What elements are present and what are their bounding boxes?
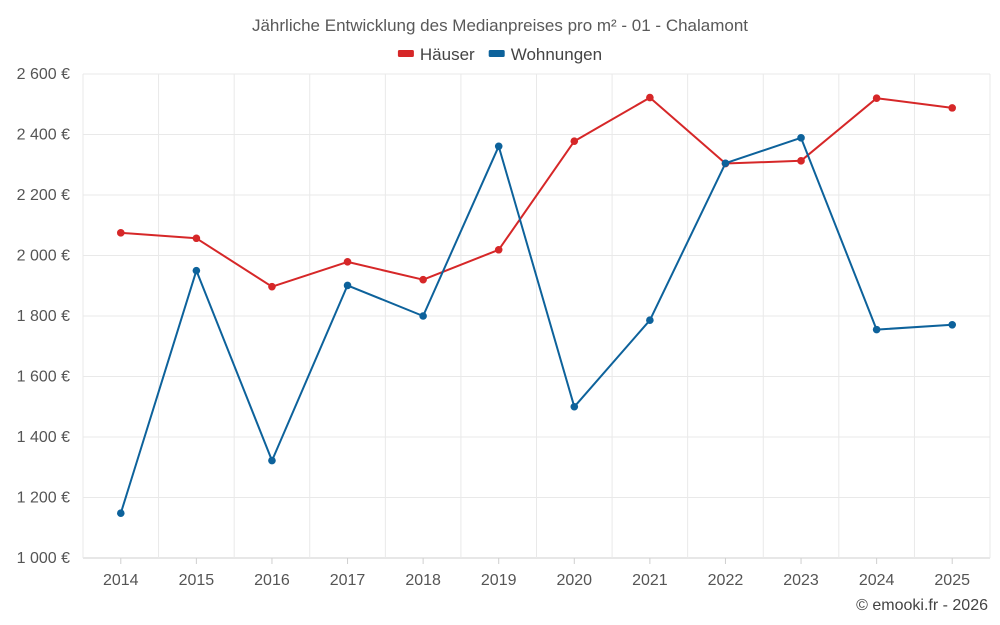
y-tick-label: 1 600 €: [17, 369, 70, 386]
x-tick-label: 2017: [330, 572, 366, 589]
x-tick-label: 2020: [556, 572, 592, 589]
data-point-wohnungen: [797, 134, 805, 142]
y-tick-label: 1 400 €: [17, 429, 70, 446]
data-point-h-user: [494, 245, 503, 254]
y-tick-label: 2 400 €: [17, 127, 70, 144]
data-point-wohnungen: [721, 159, 730, 168]
data-point-wohnungen: [343, 281, 352, 290]
x-tick-label: 2022: [708, 572, 744, 589]
data-point-wohnungen: [646, 316, 654, 325]
credit-text: © emooki.fr - 2026: [856, 597, 988, 614]
data-point-wohnungen: [494, 142, 503, 151]
data-point-wohnungen: [419, 312, 427, 320]
legend-item-h-user: Häuser: [397, 45, 475, 64]
data-point-h-user: [343, 258, 352, 266]
legend-label-h-user: Häuser: [420, 45, 475, 64]
legend: Häuser Wohnungen: [397, 45, 602, 64]
x-tick-label: 2021: [632, 572, 668, 589]
x-tick-label: 2015: [179, 572, 215, 589]
y-tick-label: 2 600 €: [17, 66, 70, 83]
y-tick-label: 1 800 €: [17, 308, 70, 325]
y-tick-label: 1 000 €: [17, 550, 70, 567]
x-tick-label: 2023: [783, 572, 819, 589]
data-point-wohnungen: [268, 456, 276, 465]
data-point-h-user: [116, 229, 125, 237]
x-tick-label: 2014: [103, 572, 139, 589]
x-tick-label: 2024: [859, 572, 895, 589]
data-point-wohnungen: [872, 325, 881, 334]
grid: [82, 73, 991, 559]
legend-label-wohnungen: Wohnungen: [511, 45, 602, 64]
y-tick-label: 2 200 €: [17, 187, 70, 204]
data-point-h-user: [948, 104, 957, 112]
legend-swatch-h-user: [397, 50, 414, 57]
data-point-wohnungen: [570, 402, 579, 411]
data-point-h-user: [192, 234, 201, 243]
data-point-h-user: [872, 94, 881, 102]
x-axis: 2014 2015 2016 2017 2018 2019 2020 2021 2022 2023…: [103, 558, 970, 589]
data-point-h-user: [268, 282, 276, 291]
series-group: [116, 93, 957, 518]
series-wohnungen: [116, 134, 957, 518]
x-tick-label: 2018: [405, 572, 441, 589]
legend-item-wohnungen: Wohnungen: [488, 45, 602, 64]
series-h-user: [116, 93, 957, 291]
y-tick-label: 2 000 €: [17, 248, 70, 265]
legend-swatch-wohnungen: [488, 50, 505, 57]
data-point-h-user: [646, 93, 654, 102]
x-tick-label: 2019: [481, 572, 517, 589]
data-point-wohnungen: [192, 266, 201, 275]
y-axis: 1 000 € 1 200 € 1 400 € 1 600 € 1 800 € 2 000…: [17, 66, 70, 567]
x-tick-label: 2016: [254, 572, 290, 589]
series-line-h-user: [120, 96, 953, 288]
data-point-h-user: [797, 157, 805, 165]
data-point-wohnungen: [948, 320, 957, 329]
data-point-h-user: [570, 137, 579, 145]
y-tick-label: 1 200 €: [17, 490, 70, 507]
chart-title: Jährliche Entwicklung des Medianpreises …: [252, 16, 748, 35]
data-point-wohnungen: [116, 509, 125, 518]
x-tick-label: 2025: [934, 572, 970, 589]
data-point-h-user: [419, 275, 427, 284]
series-line-wohnungen: [119, 136, 953, 514]
